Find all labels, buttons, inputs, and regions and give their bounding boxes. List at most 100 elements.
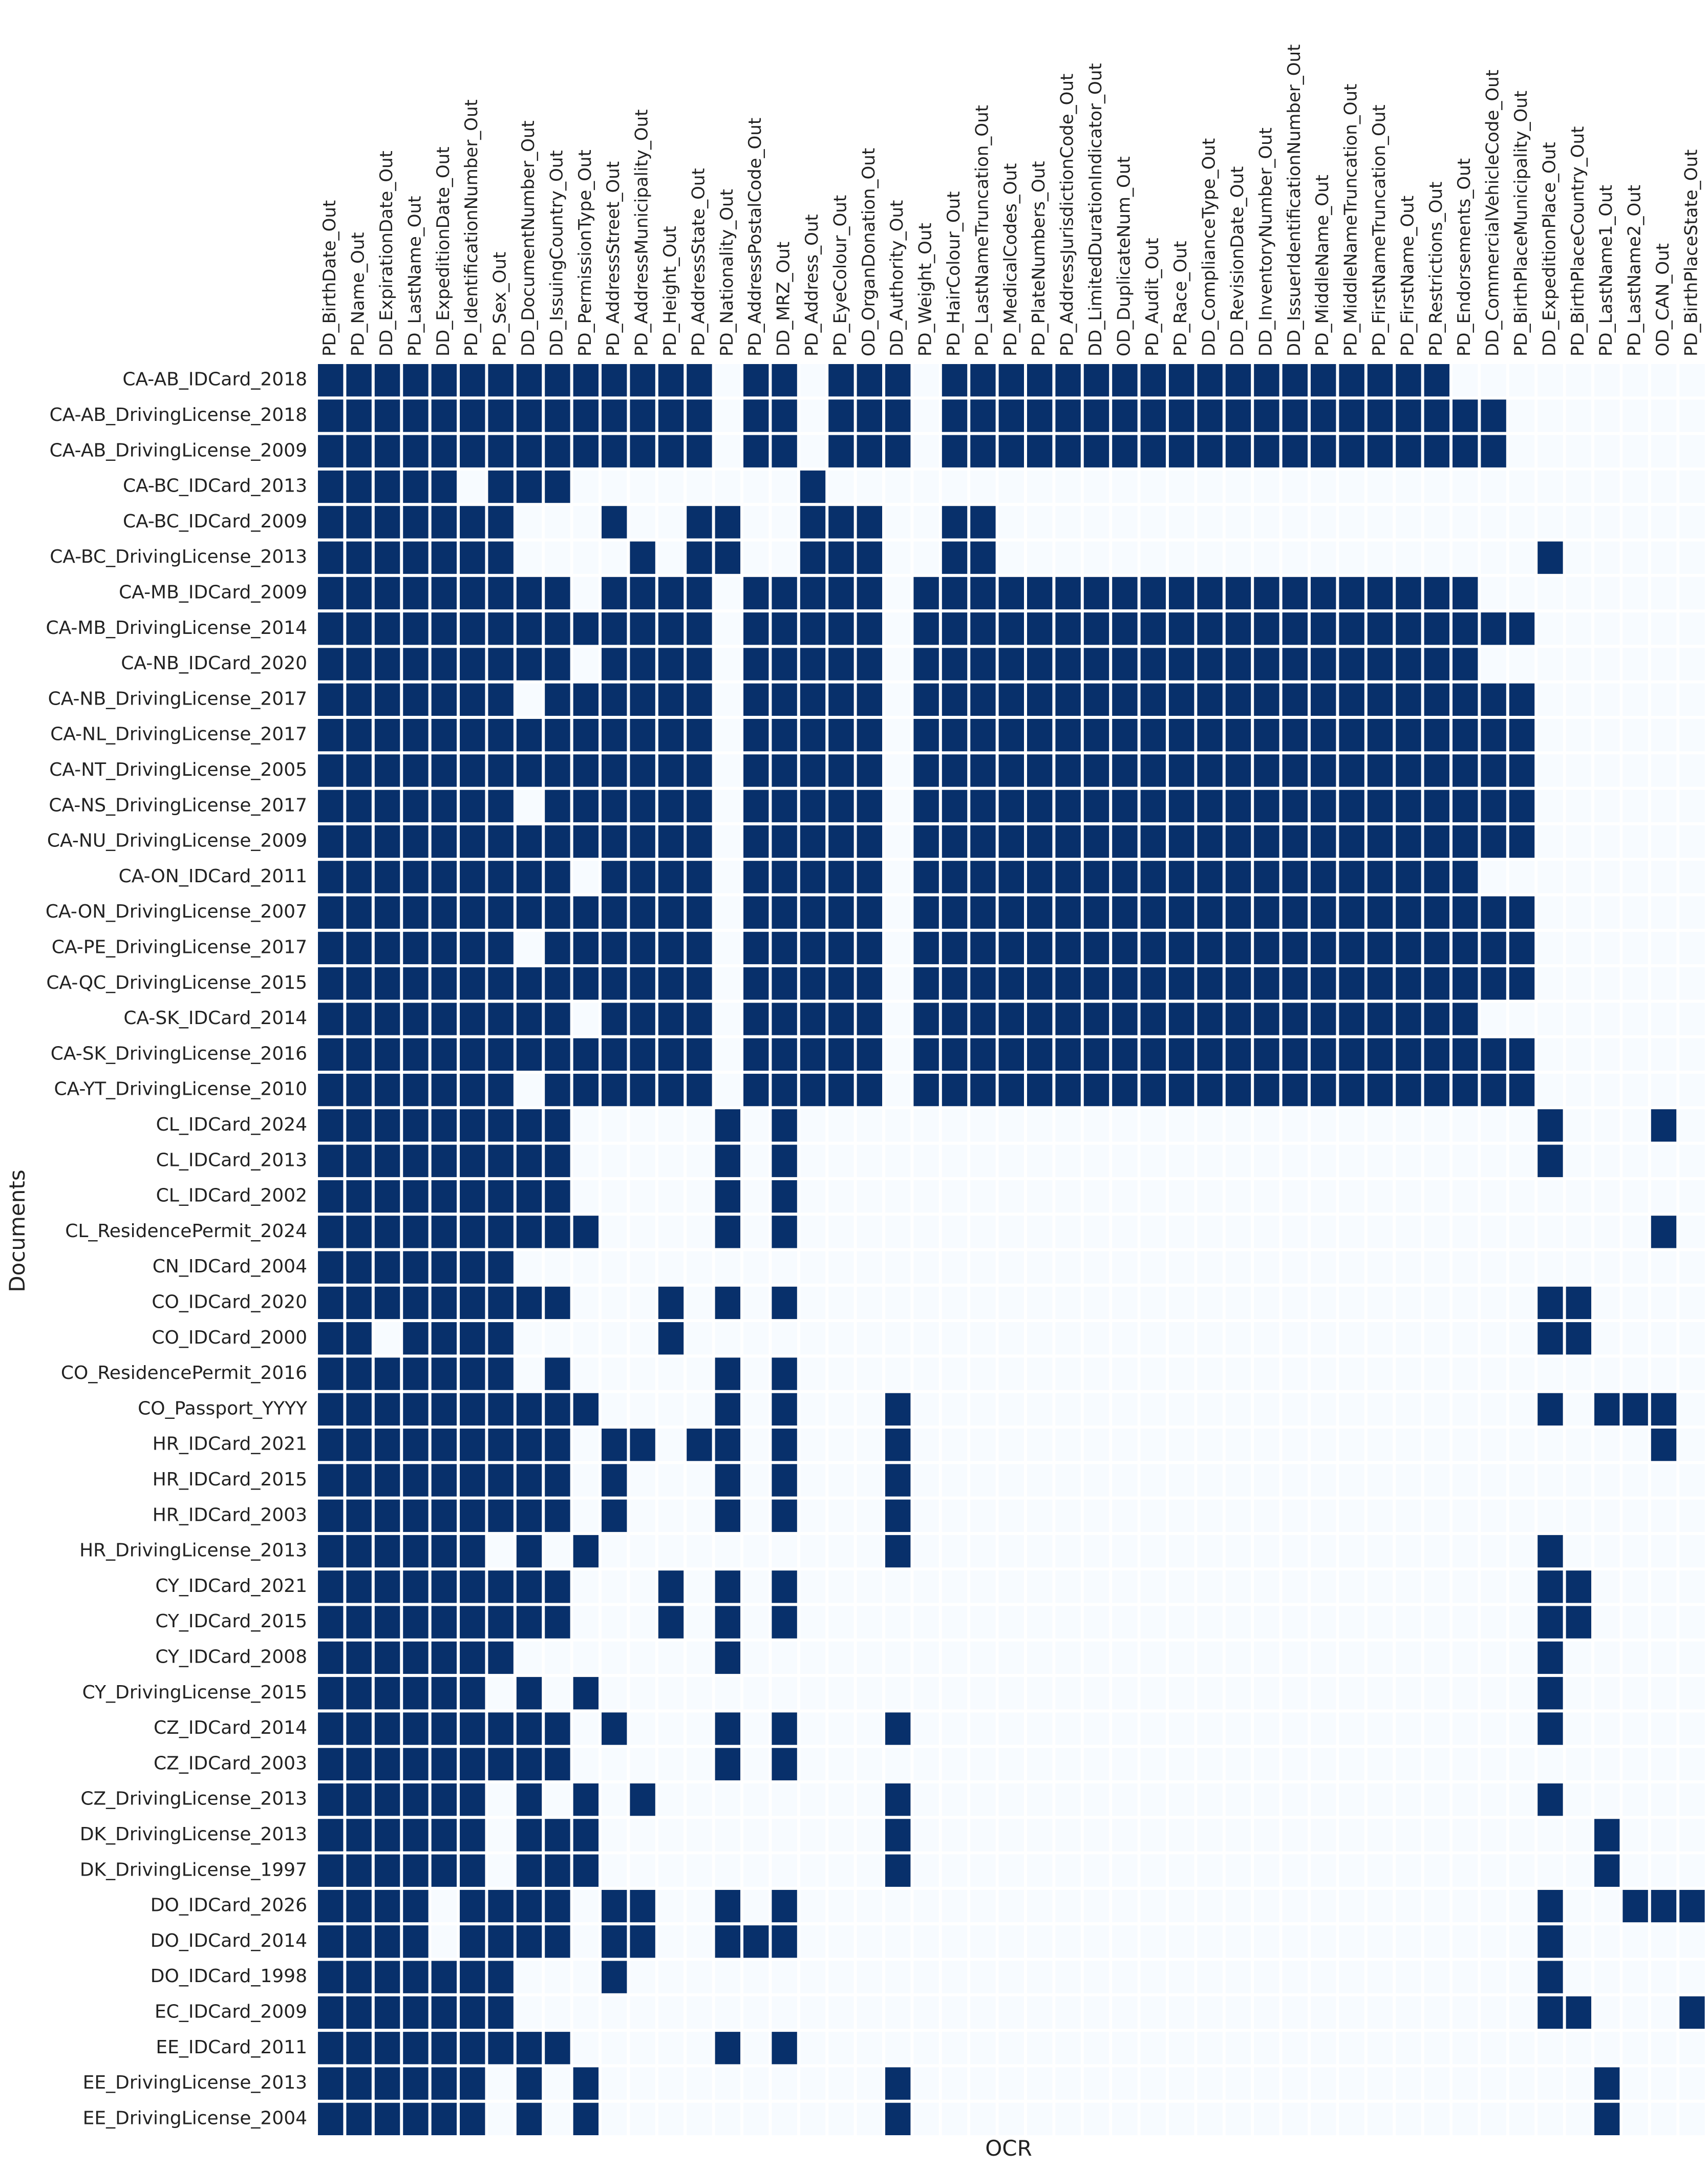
heatmap-cell xyxy=(1679,1889,1705,1923)
heatmap-cell xyxy=(1225,1712,1251,1745)
heatmap-cell xyxy=(630,1286,655,1320)
heatmap-cell xyxy=(942,1357,968,1390)
heatmap-cell xyxy=(1311,541,1336,574)
heatmap-cell xyxy=(573,1180,599,1213)
heatmap-cell xyxy=(828,1464,854,1497)
heatmap-cell xyxy=(970,1251,996,1284)
heatmap-cell xyxy=(800,399,826,432)
heatmap-cell xyxy=(431,1499,457,1532)
heatmap-cell xyxy=(828,790,854,822)
heatmap-cell xyxy=(1311,577,1336,610)
heatmap-cell xyxy=(658,1003,684,1035)
x-tick-label: PD_Race_Out xyxy=(1170,241,1191,356)
heatmap-cell xyxy=(1481,1854,1506,1887)
heatmap-cell xyxy=(573,1499,599,1532)
heatmap-cell xyxy=(1112,1641,1138,1674)
heatmap-cell xyxy=(970,1499,996,1532)
heatmap-cell xyxy=(346,1003,372,1035)
heatmap-cell xyxy=(828,1216,854,1248)
heatmap-cell xyxy=(1254,506,1279,539)
heatmap-cell xyxy=(1367,541,1393,574)
heatmap-cell xyxy=(743,754,769,787)
heatmap-cell xyxy=(1282,1854,1308,1887)
heatmap-cell xyxy=(1566,399,1591,432)
heatmap-cell xyxy=(1566,1854,1591,1887)
heatmap-cell xyxy=(403,1109,429,1142)
heatmap-cell xyxy=(1367,1144,1393,1177)
heatmap-cell xyxy=(1112,1144,1138,1177)
heatmap-cell xyxy=(403,1216,429,1248)
heatmap-cell xyxy=(516,1180,542,1213)
heatmap-cell xyxy=(1225,1641,1251,1674)
heatmap-cell xyxy=(1424,1499,1449,1532)
heatmap-cell xyxy=(1197,470,1223,503)
heatmap-cell xyxy=(687,1286,712,1320)
heatmap-cell xyxy=(460,470,485,503)
heatmap-cell xyxy=(1424,1783,1449,1816)
heatmap-cell xyxy=(1282,1322,1308,1355)
heatmap-cell xyxy=(828,1535,854,1568)
heatmap-cell xyxy=(488,577,514,610)
heatmap-cell xyxy=(885,1961,911,1993)
x-tick-label: DD_RevisionDate_Out xyxy=(1227,166,1248,356)
heatmap-cell xyxy=(630,1464,655,1497)
heatmap-cell xyxy=(1254,790,1279,822)
heatmap-cell xyxy=(743,1180,769,1213)
heatmap-cell xyxy=(1225,1961,1251,1993)
heatmap-cell xyxy=(970,719,996,752)
y-tick-label: CZ_DrivingLicense_2013 xyxy=(80,1789,307,1810)
heatmap-cell xyxy=(942,1109,968,1142)
heatmap-cell xyxy=(658,1286,684,1320)
heatmap-cell xyxy=(1481,506,1506,539)
heatmap-cell xyxy=(545,896,570,929)
heatmap-cell xyxy=(1679,1854,1705,1887)
heatmap-cell xyxy=(970,1854,996,1887)
heatmap-cell xyxy=(772,1677,797,1710)
heatmap-cell xyxy=(545,1819,570,1852)
heatmap-cell xyxy=(913,719,939,752)
heatmap-cell xyxy=(1566,1286,1591,1320)
x-axis-label: OCR xyxy=(985,2136,1032,2161)
heatmap-cell xyxy=(885,435,911,467)
heatmap-cell xyxy=(970,1286,996,1320)
heatmap-cell xyxy=(573,1074,599,1107)
heatmap-cell xyxy=(545,1996,570,2029)
heatmap-cell xyxy=(743,896,769,929)
x-tick-label: DD_MRZ_Out xyxy=(774,242,794,356)
heatmap-cell xyxy=(1481,1748,1506,1780)
heatmap-cell xyxy=(1254,1570,1279,1603)
heatmap-cell xyxy=(1140,506,1166,539)
heatmap-cell xyxy=(857,1677,882,1710)
heatmap-cell xyxy=(800,1429,826,1461)
heatmap-cell xyxy=(403,2032,429,2065)
heatmap-cell xyxy=(1509,1570,1535,1603)
heatmap-cell xyxy=(1622,1464,1648,1497)
heatmap-cell xyxy=(800,967,826,1000)
y-tick-label: CA-SK_IDCard_2014 xyxy=(123,1008,307,1029)
heatmap-cell xyxy=(1679,931,1705,965)
heatmap-cell xyxy=(1594,754,1620,787)
heatmap-cell xyxy=(318,683,344,716)
heatmap-cell xyxy=(1169,470,1194,503)
heatmap-cell xyxy=(318,1641,344,1674)
heatmap-cell xyxy=(970,612,996,645)
heatmap-cell xyxy=(1453,2032,1478,2065)
heatmap-cell xyxy=(1453,1570,1478,1603)
heatmap-cell xyxy=(516,1819,542,1852)
heatmap-cell xyxy=(857,1038,882,1071)
heatmap-cell xyxy=(1027,1570,1053,1603)
heatmap-cell xyxy=(1282,1144,1308,1177)
heatmap-cell xyxy=(828,1322,854,1355)
heatmap-cell xyxy=(318,790,344,822)
heatmap-cell xyxy=(998,399,1024,432)
heatmap-cell xyxy=(1311,1038,1336,1071)
y-tick-label: CL_ResidencePermit_2024 xyxy=(65,1221,307,1242)
heatmap-cell xyxy=(1027,1641,1053,1674)
heatmap-cell xyxy=(1112,1464,1138,1497)
heatmap-cell xyxy=(1453,967,1478,1000)
heatmap-cell xyxy=(318,1889,344,1923)
heatmap-cell xyxy=(602,1180,627,1213)
heatmap-cell xyxy=(1197,1109,1223,1142)
heatmap-cell xyxy=(1481,967,1506,1000)
